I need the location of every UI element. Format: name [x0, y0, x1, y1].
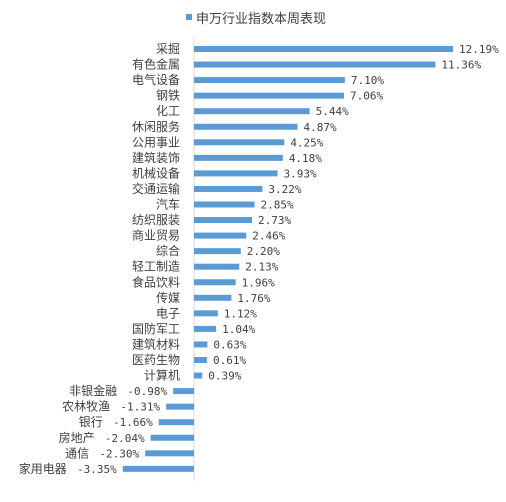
category-label: 采掘 [156, 41, 180, 56]
value-label: 0.61% [213, 354, 246, 367]
category-label: 传媒 [156, 290, 180, 305]
category-label: 国防军工 [132, 321, 180, 336]
value-label: 2.20% [247, 245, 280, 258]
value-label: -1.66% [113, 416, 153, 429]
category-label: 综合 [156, 243, 180, 258]
bar [194, 108, 310, 115]
bar [194, 139, 285, 146]
category-label: 电气设备 [132, 72, 180, 87]
category-label: 商业贸易 [132, 228, 180, 243]
bar [194, 61, 436, 68]
bar [166, 403, 194, 410]
bar [194, 357, 207, 363]
value-label: 4.87% [303, 121, 336, 134]
bar [194, 217, 253, 224]
bar [194, 92, 345, 99]
bar [194, 263, 240, 270]
bar [194, 232, 247, 239]
category-label: 纺织服装 [132, 213, 180, 227]
value-label: 0.39% [208, 370, 241, 383]
value-label: 12.19% [459, 43, 499, 56]
value-label: 7.06% [350, 90, 383, 103]
category-label: 建筑材料 [132, 336, 180, 351]
value-label: 11.36% [441, 59, 481, 72]
value-label: 5.44% [316, 105, 349, 118]
value-label: 7.10% [351, 74, 384, 87]
bar [194, 170, 278, 177]
category-label: 医药生物 [132, 353, 180, 367]
bar [194, 154, 283, 161]
bar [194, 341, 208, 348]
bar [194, 325, 217, 332]
category-label: 房地产 [59, 430, 95, 445]
bar [194, 372, 203, 379]
category-label: 公用事业 [132, 135, 180, 149]
legend-swatch [186, 14, 192, 20]
bar [122, 465, 194, 472]
bar [150, 434, 194, 441]
value-label: 2.46% [252, 230, 285, 243]
value-label: 2.85% [261, 199, 294, 212]
bar [194, 248, 241, 255]
bar [194, 46, 454, 52]
bar [145, 450, 194, 457]
category-label: 钢铁 [156, 89, 180, 103]
bar [173, 388, 194, 395]
category-label: 汽车 [156, 197, 180, 212]
value-label: 1.12% [224, 307, 257, 320]
bar [194, 294, 232, 301]
bar [194, 310, 218, 317]
bar [194, 201, 255, 208]
value-label: 4.18% [289, 152, 322, 165]
category-label: 化工 [156, 104, 180, 118]
category-label: 食品饮料 [132, 274, 180, 289]
value-label: -3.35% [77, 463, 117, 476]
value-label: -1.31% [120, 401, 160, 414]
value-label: 1.96% [242, 276, 275, 289]
bar [158, 419, 194, 426]
category-label: 非银金融 [69, 383, 117, 398]
value-label: -2.04% [105, 432, 145, 445]
value-label: 4.25% [290, 136, 323, 149]
category-label: 交通运输 [132, 181, 180, 196]
legend-label: 申万行业指数本周表现 [196, 11, 327, 27]
value-label: 3.22% [268, 183, 301, 196]
value-label: 3.93% [284, 167, 317, 180]
bar [194, 123, 298, 130]
value-label: 1.04% [222, 323, 255, 336]
category-label: 休闲服务 [132, 119, 180, 134]
category-label: 有色金属 [132, 57, 180, 72]
value-label: 0.63% [213, 338, 246, 351]
category-label: 家用电器 [19, 461, 67, 476]
value-label: 2.13% [245, 261, 278, 274]
category-label: 农林牧渔 [62, 400, 110, 414]
bar [194, 77, 345, 84]
value-label: 2.73% [258, 214, 291, 227]
category-label: 电子 [156, 306, 180, 320]
value-label: -2.30% [99, 447, 139, 460]
legend: 申万行业指数本周表现 [186, 8, 327, 27]
category-label: 计算机 [144, 368, 180, 383]
bar [194, 279, 236, 286]
category-label: 机械设备 [132, 165, 180, 180]
value-label: 1.76% [237, 292, 270, 305]
bar [194, 185, 263, 192]
category-label: 轻工制造 [132, 260, 180, 274]
category-label: 银行 [79, 415, 103, 429]
value-label: -0.98% [127, 385, 167, 398]
category-label: 建筑装饰 [132, 150, 180, 165]
category-label: 通信 [65, 446, 89, 460]
